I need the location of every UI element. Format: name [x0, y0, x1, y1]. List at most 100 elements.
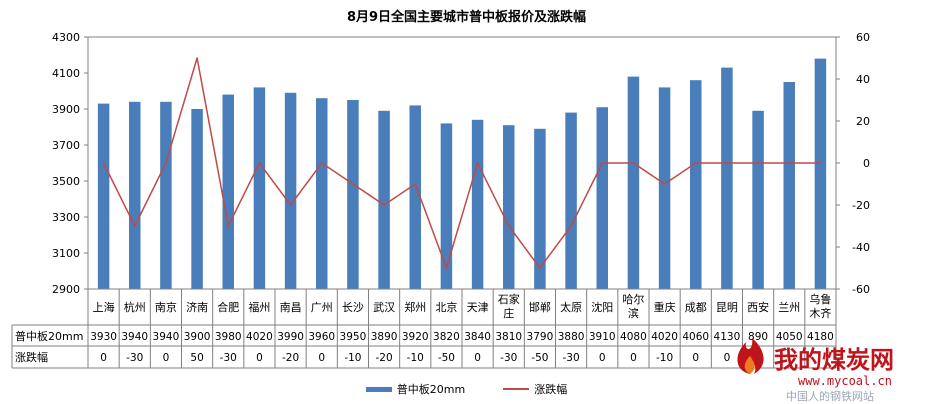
legend-label-bar: 普中板20mm	[396, 383, 466, 396]
category-label: 上海	[93, 300, 115, 314]
table-cell-change: -10	[656, 352, 673, 364]
line-point-广州	[320, 162, 323, 164]
bar-昆明	[721, 67, 733, 289]
bar-武汉	[378, 110, 390, 289]
table-cell-change: 0	[318, 352, 325, 364]
table-cell-price: 3840	[464, 331, 491, 343]
line-point-南昌	[289, 204, 292, 206]
category-label: 哈尔滨	[622, 293, 644, 320]
line-point-福州	[258, 162, 261, 164]
line-point-哈尔滨	[632, 162, 635, 164]
table-row-label-change: 涨跌幅	[15, 350, 48, 364]
left-axis: 4300 4100 3900 3700 3500 3300 3100 2900	[52, 31, 88, 296]
right-tick-label: 60	[856, 31, 870, 44]
category-label: 北京	[435, 300, 457, 314]
bar-西安	[752, 110, 764, 289]
legend-swatch-bar	[365, 386, 392, 392]
legend-label-line: 涨跌幅	[534, 383, 568, 396]
bar-沈阳	[596, 107, 608, 289]
bar-series	[97, 58, 827, 290]
table-cell-price: 3900	[184, 331, 211, 343]
bar-太原	[565, 112, 577, 289]
table-cell-change: 0	[599, 352, 606, 364]
left-tick-label: 3700	[52, 139, 80, 152]
line-point-西安	[757, 162, 759, 164]
table-cell-change: 0	[630, 352, 637, 364]
line-point-郑州	[414, 183, 417, 185]
line-point-武汉	[383, 204, 385, 206]
category-label: 西安	[747, 300, 769, 314]
table-cell-change: 0	[163, 352, 170, 364]
legend: 普中板20mm 涨跌幅	[0, 381, 933, 397]
bar-合肥	[222, 94, 234, 289]
table-row-label-price: 普中板20mm	[15, 329, 83, 343]
table-cell-price: 4130	[714, 331, 741, 343]
bar-成都	[690, 80, 702, 289]
table-cell-price: 3820	[433, 331, 460, 343]
table-cell-change: 50	[190, 352, 203, 364]
table-cell-price: 3790	[527, 331, 554, 343]
table-cell-price: 4020	[246, 331, 273, 343]
line-point-邯郸	[539, 267, 541, 269]
table-cell-change: -30	[563, 352, 580, 364]
category-label: 重庆	[654, 300, 676, 314]
right-tick-label: 40	[856, 73, 870, 86]
table-cell-price: 3880	[558, 331, 585, 343]
table-cell-price: 4020	[651, 331, 678, 343]
table-cell-price: 3810	[495, 331, 522, 343]
left-tick-label: 3300	[52, 211, 80, 224]
table-cell-price: 4180	[807, 331, 834, 343]
category-label: 郑州	[404, 300, 426, 314]
category-label: 杭州	[124, 300, 146, 314]
table-cell-price: 3930	[90, 331, 117, 343]
bar-乌鲁木齐	[814, 58, 827, 289]
bar-上海	[97, 103, 110, 289]
legend-swatch-line	[503, 388, 530, 390]
table-cell-price: 3950	[340, 331, 367, 343]
table-cell-price: 3980	[215, 331, 242, 343]
legend-item-bar: 普中板20mm	[365, 381, 466, 397]
category-label: 兰州	[778, 301, 800, 314]
category-label: 广州	[311, 301, 333, 314]
bar-北京	[440, 123, 453, 290]
category-label: 长沙	[342, 301, 364, 314]
right-axis: 60 40 20 0 -20 -40 -60	[836, 31, 870, 296]
right-tick-label: -40	[852, 241, 870, 254]
line-point-沈阳	[601, 162, 604, 164]
table-cell-change: 0	[724, 352, 731, 364]
bar-济南	[191, 109, 203, 289]
table-cell-price: 3940	[153, 331, 180, 343]
bar-重庆	[658, 87, 671, 290]
table-cell-change: 0	[100, 352, 107, 364]
table-cell-price: 3940	[121, 331, 148, 343]
line-point-太原	[570, 225, 572, 227]
line-point-合肥	[227, 225, 230, 227]
right-tick-label: 0	[863, 157, 870, 170]
left-tick-label: 4100	[52, 67, 80, 80]
table-cell-change: 0	[474, 352, 481, 364]
table-cell-change: -30	[220, 352, 237, 364]
bar-石家庄	[503, 125, 515, 289]
chart-title: 8月9日全国主要城市普中板报价及涨跌幅	[346, 10, 587, 25]
watermark-brand: 我的煤炭网	[774, 346, 894, 374]
table-cell-change: -50	[531, 352, 548, 364]
watermark-slogan: 中国人的钢铁网站	[786, 390, 874, 403]
table-cell-price: 3960	[308, 331, 335, 343]
bar-南京	[160, 101, 172, 289]
right-tick-label: 20	[856, 115, 870, 128]
table-cell-change: -10	[344, 352, 361, 364]
left-tick-label: 3900	[52, 103, 80, 116]
category-label: 武汉	[373, 301, 395, 314]
right-tick-label: -60	[852, 283, 870, 296]
category-label: 合肥	[217, 300, 239, 314]
table-cell-price: 3990	[277, 331, 304, 343]
watermark: 我的煤炭网 www.mycoal.cn 中国人的钢铁网站	[728, 336, 928, 403]
left-tick-label: 3500	[52, 175, 80, 188]
bar-长沙	[347, 100, 359, 289]
category-label: 济南	[186, 300, 208, 314]
line-point-南京	[165, 162, 167, 164]
category-label: 南京	[155, 300, 177, 314]
category-label: 石家庄	[498, 292, 520, 320]
